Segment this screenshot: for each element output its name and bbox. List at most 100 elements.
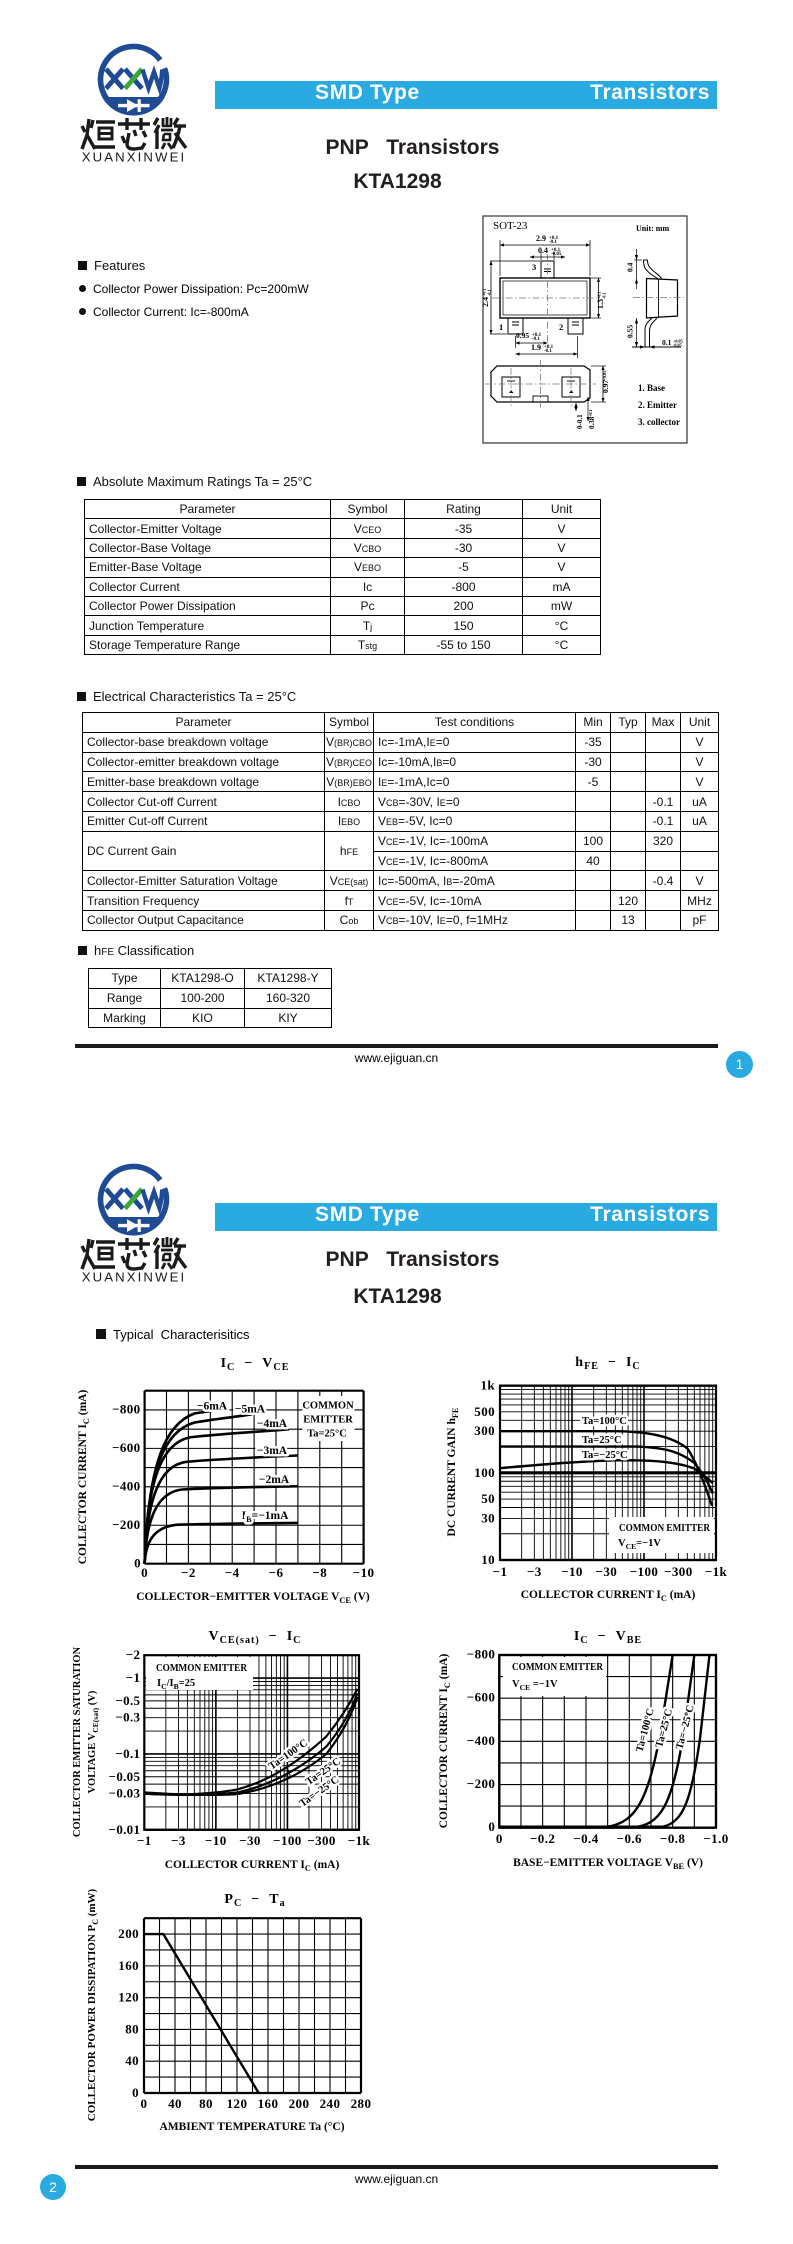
svg-text:Ta=25°C: Ta=25°C: [654, 1708, 675, 1749]
svg-text:120: 120: [227, 2096, 248, 2111]
svg-text:-0.1: -0.1: [549, 240, 557, 245]
svg-text:−10: −10: [353, 1565, 375, 1580]
svg-text:−0.2: −0.2: [530, 1831, 555, 1846]
svg-text:0: 0: [141, 1565, 148, 1580]
svg-text:COMMON EMITTER: COMMON EMITTER: [619, 1523, 710, 1534]
svg-text:+0.1: +0.1: [588, 409, 593, 417]
svg-text:IC − VCE: IC − VCE: [221, 1356, 290, 1373]
svg-text:−0.8: −0.8: [660, 1831, 685, 1846]
svg-text:+0.05: +0.05: [673, 339, 683, 344]
svg-text:−4mA: −4mA: [257, 1418, 288, 1430]
svg-text:−1.0: −1.0: [703, 1831, 728, 1846]
svg-text:300: 300: [474, 1423, 495, 1438]
svg-text:+0.1: +0.1: [549, 236, 559, 241]
svg-text:−200: −200: [112, 1517, 141, 1532]
svg-text:−6mA: −6mA: [197, 1401, 228, 1413]
svg-text:−400: −400: [112, 1478, 141, 1493]
svg-text:280: 280: [351, 2096, 372, 2111]
svg-text:−800: −800: [467, 1647, 496, 1662]
svg-text:Ta=−25°C: Ta=−25°C: [674, 1704, 696, 1751]
svg-text:COMMON: COMMON: [302, 1401, 354, 1412]
svg-text:−200: −200: [467, 1776, 496, 1791]
svg-text:2.9: 2.9: [536, 234, 546, 243]
svg-text:VCE(sat) − IC: VCE(sat) − IC: [209, 1629, 302, 1646]
svg-text:−600: −600: [112, 1440, 141, 1455]
svg-text:40: 40: [125, 2053, 139, 2068]
svg-text:BASE−EMITTER VOLTAGE VBE (V): BASE−EMITTER VOLTAGE VBE (V): [513, 1857, 703, 1871]
svg-text:−1k: −1k: [705, 1564, 728, 1579]
svg-text:hFE − IC: hFE − IC: [575, 1355, 640, 1372]
svg-text:IC − VBE: IC − VBE: [574, 1629, 642, 1646]
svg-text:-0.1: -0.1: [532, 337, 540, 342]
svg-text:3. collector: 3. collector: [638, 417, 680, 427]
svg-text:30: 30: [481, 1510, 495, 1525]
svg-text:−800: −800: [112, 1401, 141, 1416]
svg-text:0: 0: [496, 1831, 503, 1846]
svg-text:+0.05: +0.05: [602, 370, 607, 381]
svg-text:−2: −2: [126, 1647, 141, 1662]
svg-text:-0.1: -0.1: [487, 289, 492, 296]
svg-text:−3: −3: [527, 1564, 542, 1579]
svg-text:PC − Ta: PC − Ta: [224, 1892, 285, 1909]
svg-text:VCE=−1V: VCE=−1V: [618, 1538, 661, 1551]
svg-text:−0.3: −0.3: [115, 1710, 140, 1725]
svg-text:Unit: mm: Unit: mm: [636, 224, 669, 233]
svg-text:160: 160: [118, 1958, 139, 1973]
svg-text:Ta=25°C: Ta=25°C: [582, 1435, 622, 1446]
svg-text:+0.1: +0.1: [544, 345, 554, 350]
svg-text:0: 0: [134, 1556, 141, 1571]
svg-text:−0.03: −0.03: [109, 1786, 141, 1801]
svg-text:−0.5: −0.5: [115, 1693, 140, 1708]
svg-text:0: 0: [488, 1819, 495, 1834]
svg-text:0.38: 0.38: [588, 416, 596, 429]
svg-text:-0.05: -0.05: [551, 252, 562, 257]
svg-text:0.4: 0.4: [538, 246, 548, 255]
svg-text:COLLECTOR−EMITTER VOLTAGE VCE: COLLECTOR−EMITTER VOLTAGE VCE (V): [136, 1591, 370, 1605]
svg-text:−6: −6: [269, 1565, 284, 1580]
svg-text:80: 80: [125, 2021, 139, 2036]
svg-text:3: 3: [532, 262, 536, 272]
svg-text:−2mA: −2mA: [259, 1474, 290, 1486]
svg-text:COLLECTOR POWER DISSIPATION PC: COLLECTOR POWER DISSIPATION PC (mW): [86, 1888, 100, 2121]
svg-text:COLLECTOR EMITTER SATURATION: COLLECTOR EMITTER SATURATION: [72, 1646, 83, 1837]
svg-text:1.3: 1.3: [596, 299, 605, 309]
svg-text:1k: 1k: [480, 1378, 495, 1393]
svg-text:−0.6: −0.6: [617, 1831, 642, 1846]
svg-text:−400: −400: [467, 1733, 496, 1748]
svg-text:2: 2: [559, 322, 563, 332]
svg-text:0.4: 0.4: [626, 262, 635, 272]
svg-text:AMBIENT TEMPERATURE Ta (°C): AMBIENT TEMPERATURE Ta (°C): [159, 2121, 344, 2133]
svg-text:240: 240: [320, 2096, 341, 2111]
svg-text:0-0.1: 0-0.1: [576, 414, 584, 429]
svg-text:COLLECTOR CURRENT IC (mA): COLLECTOR CURRENT IC (mA): [438, 1654, 452, 1829]
svg-text:COLLECTOR CURRENT IC (mA): COLLECTOR CURRENT IC (mA): [165, 1859, 340, 1873]
svg-text:200: 200: [118, 1926, 139, 1941]
svg-text:COMMON EMITTER: COMMON EMITTER: [512, 1662, 603, 1673]
svg-text:−100: −100: [630, 1564, 659, 1579]
svg-text:DC CURRENT GAIN hFE: DC CURRENT GAIN hFE: [446, 1407, 460, 1536]
svg-text:VOLTAGE VCE(sat) (V): VOLTAGE VCE(sat) (V): [87, 1690, 100, 1793]
svg-text:−0.05: −0.05: [109, 1769, 141, 1784]
svg-text:-0.1: -0.1: [602, 292, 607, 299]
svg-text:100: 100: [474, 1465, 495, 1480]
svg-text:−1: −1: [126, 1670, 141, 1685]
svg-text:0.1: 0.1: [662, 338, 672, 347]
svg-text:XUANXINWEI: XUANXINWEI: [82, 1270, 187, 1285]
svg-text:0.95: 0.95: [516, 331, 529, 340]
svg-text:−2: −2: [181, 1565, 196, 1580]
svg-text:0: 0: [132, 2085, 139, 2100]
svg-text:40: 40: [168, 2096, 182, 2111]
svg-text:Ta=−25°C: Ta=−25°C: [582, 1450, 628, 1461]
svg-text:COLLECTOR CURRENT IC (mA): COLLECTOR CURRENT IC (mA): [77, 1390, 91, 1565]
svg-text:−3mA: −3mA: [257, 1445, 288, 1457]
svg-text:IB=−1mA: IB=−1mA: [242, 1510, 289, 1524]
svg-text:-0.1: -0.1: [544, 349, 552, 354]
svg-text:1.9: 1.9: [531, 343, 541, 352]
svg-text:1: 1: [499, 322, 503, 332]
svg-text:EMITTER: EMITTER: [303, 1415, 353, 1426]
svg-text:0: 0: [141, 2096, 148, 2111]
svg-text:VCE =−1V: VCE =−1V: [512, 1679, 558, 1692]
svg-text:−5mA: −5mA: [235, 1404, 266, 1416]
svg-text:1. Base: 1. Base: [638, 383, 665, 393]
svg-text:+0.1: +0.1: [551, 248, 561, 253]
